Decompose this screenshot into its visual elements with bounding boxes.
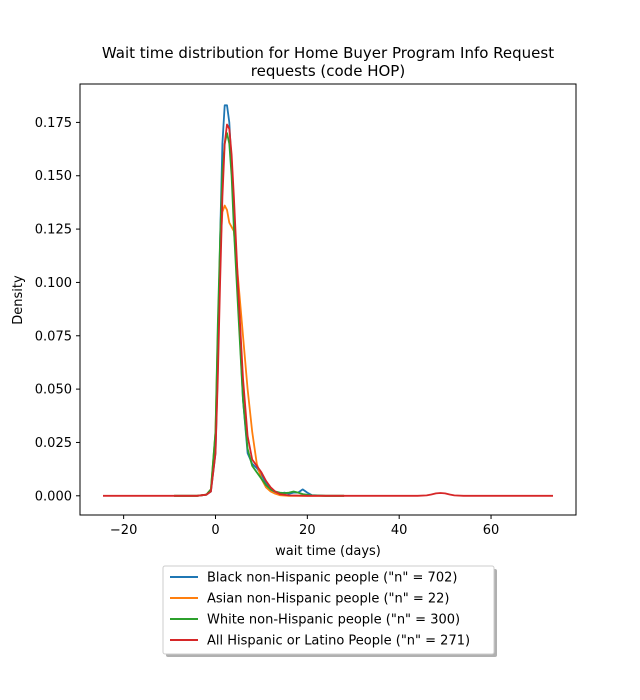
legend-box: [162, 565, 495, 655]
plot-frame: [79, 83, 577, 516]
y-tick-label-4: 0.100: [35, 276, 72, 291]
series-line-3: [103, 123, 553, 497]
y-tick-label-3: 0.075: [35, 329, 72, 344]
y-axis-ticks: 0.000 0.025 0.050 0.075 0.100 0.125 0.150 0.175: [35, 116, 80, 504]
x-axis-ticks: −20 0 20 40 60: [110, 515, 499, 538]
series-line-1: [174, 204, 345, 497]
chart-title-line-1: Wait time distribution for Home Buyer Pr…: [102, 44, 554, 62]
y-tick-label-0: 0.000: [35, 489, 72, 504]
legend-label-2: White non-Hispanic people ("n" = 300): [207, 613, 460, 628]
series-layer: [103, 104, 553, 497]
y-tick-label-1: 0.025: [35, 436, 72, 451]
x-tick-label-4: 60: [483, 523, 500, 538]
y-tick-label-6: 0.150: [35, 169, 72, 184]
x-tick-label-2: 20: [299, 523, 316, 538]
legend-items: Black non-Hispanic people ("n" = 702) Asi…: [170, 571, 470, 649]
y-axis-label: Density: [11, 275, 26, 325]
x-axis-label: wait time (days): [275, 544, 381, 559]
series-line-2: [174, 132, 345, 497]
legend: Black non-Hispanic people ("n" = 702) Asi…: [162, 565, 497, 657]
y-tick-label-5: 0.125: [35, 223, 72, 238]
legend-label-3: All Hispanic or Latino People ("n" = 271…: [207, 634, 470, 649]
y-tick-label-2: 0.050: [35, 383, 72, 398]
chart-title-line-2: requests (code HOP): [251, 62, 405, 80]
x-tick-label-1: 0: [211, 523, 219, 538]
x-tick-label-3: 40: [391, 523, 408, 538]
legend-label-1: Asian non-Hispanic people ("n" = 22): [207, 592, 450, 607]
legend-label-0: Black non-Hispanic people ("n" = 702): [207, 571, 457, 586]
series-line-0: [174, 104, 345, 497]
x-tick-label-0: −20: [110, 523, 137, 538]
y-tick-label-7: 0.175: [35, 116, 72, 131]
